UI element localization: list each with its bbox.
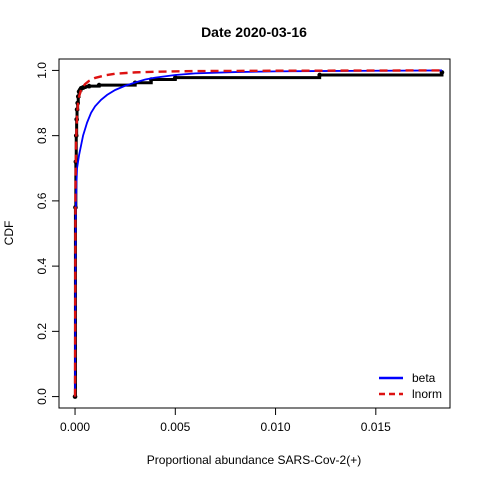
empirical-point: [172, 75, 178, 80]
empirical-point: [86, 83, 92, 89]
legend: beta lnorm: [379, 371, 442, 401]
x-axis: 0.000 0.005 0.010 0.015: [60, 408, 391, 434]
x-tick-label: 0.015: [361, 420, 391, 434]
legend-label-lnorm: lnorm: [412, 387, 442, 401]
y-tick-label: 0.0: [35, 388, 49, 405]
y-axis: 0.0 0.2 0.4 0.6 0.8 1.0: [35, 62, 59, 405]
empirical-point: [317, 72, 322, 78]
y-tick-label: 1.0: [35, 62, 49, 79]
series-lnorm-line: [73, 69, 442, 397]
y-tick-label: 0.4: [35, 257, 49, 274]
series-layer: [72, 69, 445, 399]
y-tick-label: 0.8: [35, 127, 49, 144]
legend-label-beta: beta: [412, 371, 436, 385]
x-tick-label: 0.005: [160, 420, 190, 434]
x-axis-label: Proportional abundance SARS-Cov-2(+): [147, 453, 361, 467]
plot-frame: [58, 58, 451, 409]
empirical-cdf-line: [73, 72, 444, 399]
x-tick-label: 0.000: [60, 420, 90, 434]
y-axis-label: CDF: [2, 221, 16, 246]
x-tick-label: 0.010: [261, 420, 291, 434]
y-tick-label: 0.2: [35, 323, 49, 340]
series-beta-line: [74, 69, 442, 397]
chart-title: Date 2020-03-16: [201, 24, 307, 40]
empirical-point: [96, 82, 102, 88]
y-tick-label: 0.6: [35, 192, 49, 209]
